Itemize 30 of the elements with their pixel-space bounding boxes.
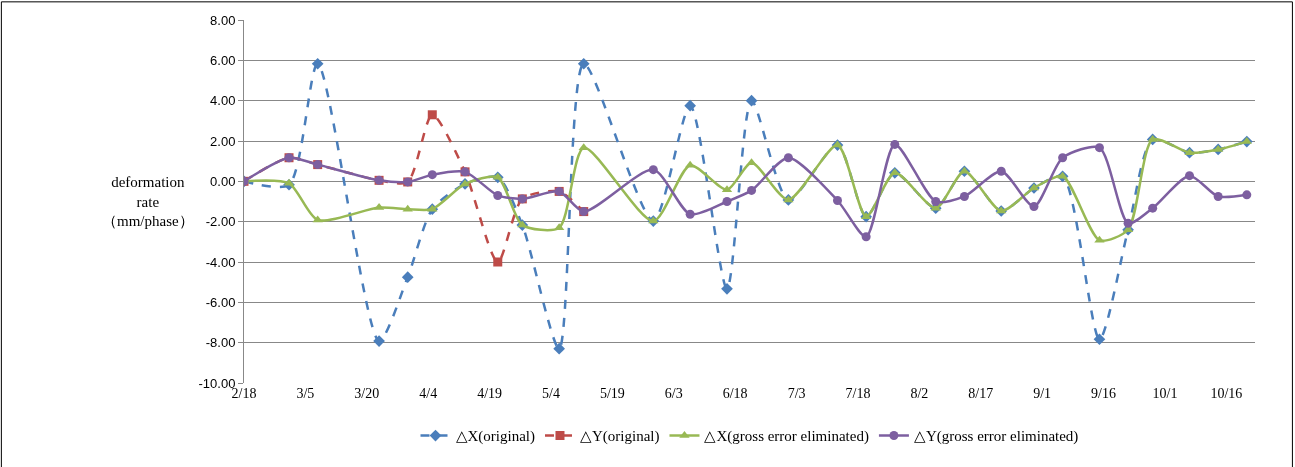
x-tick-label: 6/3	[664, 386, 683, 401]
y-tick-label: 2.00	[210, 133, 236, 149]
legend-label: △X(original)	[455, 428, 535, 446]
x-tick-label: 8/17	[968, 386, 994, 401]
x-tick-label: 3/5	[296, 386, 315, 401]
y-tick-label: 8.00	[210, 12, 236, 28]
y-tick-label: 0.00	[210, 173, 236, 189]
x-tick-label: 5/19	[599, 386, 625, 401]
y-tick-label: -4.00	[205, 254, 236, 270]
x-tick-label: 8/2	[910, 386, 929, 401]
x-tick-label: 4/4	[419, 386, 438, 401]
x-tick-label: 10/1	[1152, 386, 1178, 401]
legend-label: △Y(original)	[579, 428, 660, 446]
x-tick-label: 10/16	[1210, 386, 1243, 401]
legend-label: △Y(gross error eliminated)	[913, 428, 1079, 446]
x-tick-label: 4/19	[477, 386, 503, 401]
y-tick-label: 4.00	[210, 93, 236, 109]
legend-label: △X(gross error eliminated)	[704, 428, 869, 446]
y-tick-label: -6.00	[205, 294, 236, 310]
x-tick-label: 3/20	[354, 386, 380, 401]
x-tick-label: 7/18	[845, 386, 871, 401]
x-tick-label: 9/1	[1033, 386, 1052, 401]
y-axis-title: deformation rate （mm/phase）	[102, 174, 194, 229]
y-tick-label: 6.00	[210, 52, 236, 68]
y-tick-label: -8.00	[205, 335, 236, 351]
y-tick-label: -2.00	[205, 214, 236, 230]
x-tick-label: 9/16	[1091, 386, 1116, 401]
x-tick-label: 5/4	[542, 386, 560, 401]
x-tick-label: 7/3	[787, 386, 806, 401]
x-tick-label: 6/18	[722, 386, 748, 401]
